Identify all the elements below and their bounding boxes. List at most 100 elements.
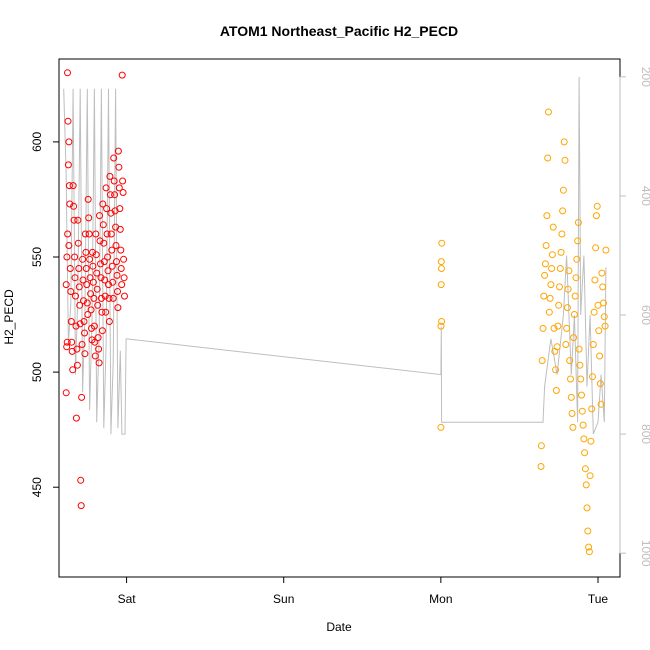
data-point [91,338,99,346]
data-point [116,205,124,213]
x-tick-label: Tue [588,592,609,606]
data-point [600,299,607,307]
data-point [121,292,128,300]
data-point [585,543,593,551]
data-point [89,278,97,286]
data-point [65,182,73,190]
data-point [115,163,123,171]
data-point [570,311,578,318]
data-point [118,281,126,289]
data-point [437,258,445,266]
data-point [98,308,106,316]
data-point [559,207,567,215]
data-point [63,253,71,261]
data-point [118,71,126,79]
data-point [548,251,556,259]
data-point [67,318,75,325]
data-point [113,271,121,279]
data-point [537,442,545,450]
data-point [586,472,594,480]
data-point [81,350,89,358]
data-point [566,357,574,365]
data-point [559,186,567,194]
data-point [74,216,82,224]
data-point [103,230,111,238]
data-point [86,274,94,282]
y-tick-label: 550 [30,247,44,267]
data-point [79,276,87,284]
data-point [82,265,90,272]
data-point [76,301,84,309]
data-point [542,242,550,249]
data-point [78,393,86,401]
data-point [567,393,575,401]
data-point [63,343,71,351]
data-point [565,267,573,275]
data-point [591,276,599,284]
data-point [102,308,110,316]
data-point [581,465,589,473]
data-point [552,366,560,374]
data-point [73,361,81,369]
data-point [549,223,557,231]
data-point [581,449,589,457]
data-point [100,258,108,266]
data-point [539,324,547,332]
data-point [66,265,74,272]
data-point [119,177,127,185]
data-point [114,288,121,295]
data-point [77,476,85,484]
data-point [575,345,583,353]
data-point [100,239,108,247]
data-point [598,269,606,277]
data-point [75,265,83,272]
data-point [108,246,116,254]
data-point [544,154,552,162]
data-point [105,318,113,325]
data-point [548,265,556,272]
data-point [545,108,552,116]
data-point [105,281,112,289]
data-point [116,225,124,233]
x-tick-label: Sun [273,592,294,606]
data-point [105,294,113,302]
data-point [560,138,568,146]
data-point [438,239,446,247]
data-point [80,297,87,305]
data-point [87,306,95,314]
data-point [120,274,128,282]
data-point [64,230,72,238]
data-point [71,253,79,261]
data-point [112,242,120,249]
data-point [120,255,128,263]
data-point [563,304,571,312]
data-point [68,338,76,346]
data-point [600,313,608,321]
data-point [595,327,603,335]
data-point [574,237,582,245]
data-point [98,327,106,335]
x-axis-label: Date [326,620,352,634]
data-point [65,138,73,146]
data-point [76,320,84,328]
data-point [107,209,115,217]
data-point [108,262,116,270]
data-point [585,548,593,556]
data-point [65,242,73,249]
data-point [99,200,107,208]
data-point [438,265,445,272]
data-point [110,154,118,162]
data-point [114,304,122,312]
data-point [563,324,571,332]
data-point [572,274,580,282]
data-point [574,219,582,226]
data-point [64,117,72,125]
data-point [72,414,80,422]
data-point [592,244,600,252]
data-point [79,255,87,263]
data-point [577,375,585,383]
data-point [117,265,125,272]
data-point [578,407,586,415]
data-point [580,435,588,443]
data-point [85,214,93,222]
